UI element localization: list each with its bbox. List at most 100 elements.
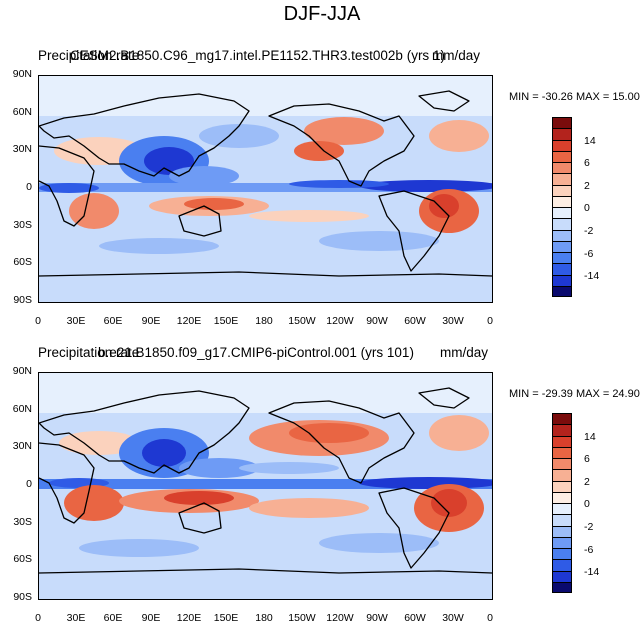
y-tick-label: 30N (12, 143, 32, 155)
colorbar-segment (552, 503, 572, 515)
x-tick-label: 30W (442, 612, 464, 624)
y-tick-label: 30N (12, 440, 32, 452)
colorbar-tick-label: 2 (584, 476, 590, 488)
colorbar-segment (552, 446, 572, 458)
colorbar-tick-label: -6 (584, 248, 594, 260)
colorbar-segment (552, 469, 572, 481)
x-tick-label: 60W (404, 315, 426, 327)
colorbar-segment (552, 184, 572, 196)
map-panel-1: Precipitation rate CESM2.B1850.C96_mg17.… (0, 44, 644, 344)
colorbar (552, 117, 572, 297)
colorbar-segment (552, 525, 572, 537)
colorbar-segment (552, 195, 572, 207)
figure-title: DJF-JJA (283, 3, 361, 25)
colorbar-tick-label: 6 (584, 157, 590, 169)
colorbar-segment (552, 128, 572, 140)
x-tick-label: 30E (66, 315, 86, 327)
colorbar-segment (552, 491, 572, 503)
colorbar-tick-label: 2 (584, 180, 590, 192)
map-panel-2: Precipitation rate b.e21.B1850.f09_g17.C… (0, 340, 644, 640)
x-tick-label: 0 (35, 612, 41, 624)
colorbar-segment (552, 285, 572, 297)
x-tick-label: 90W (366, 315, 388, 327)
x-tick-label: 90W (366, 612, 388, 624)
colorbar-tick-label: -2 (584, 521, 594, 533)
colorbar-segment (552, 240, 572, 252)
y-tick-label: 0 (26, 478, 32, 490)
x-tick-label: 60E (103, 315, 123, 327)
x-tick-label: 150W (288, 612, 316, 624)
colorbar-segment (552, 424, 572, 436)
x-tick-label: 0 (35, 315, 41, 327)
x-tick-label: 30W (442, 315, 464, 327)
y-tick-label: 60S (13, 553, 32, 565)
case-label: CESM2.B1850.C96_mg17.intel.PE1152.THR3.t… (70, 48, 445, 63)
colorbar-tick-label: 0 (584, 498, 590, 510)
x-tick-label: 0 (487, 612, 493, 624)
minmax-label: MIN = -29.39 MAX = 24.90 (509, 388, 640, 400)
x-tick-label: 180 (255, 612, 273, 624)
x-tick-label: 120W (326, 612, 354, 624)
colorbar-tick-label: -14 (584, 270, 600, 282)
y-tick-label: 30S (13, 516, 32, 528)
colorbar (552, 413, 572, 593)
y-tick-label: 0 (26, 181, 32, 193)
x-tick-label: 180 (255, 315, 273, 327)
x-tick-label: 150E (213, 315, 239, 327)
colorbar-tick-label: 0 (584, 202, 590, 214)
y-tick-label: 60S (13, 256, 32, 268)
y-tick-label: 60N (12, 106, 32, 118)
x-tick-label: 90E (141, 612, 161, 624)
case-label: b.e21.B1850.f09_g17.CMIP6-piControl.001 … (98, 345, 414, 360)
colorbar-segment (552, 150, 572, 162)
x-tick-label: 120E (176, 315, 202, 327)
colorbar-tick-label: 6 (584, 453, 590, 465)
y-tick-label: 90S (13, 591, 32, 603)
colorbar-segment (552, 536, 572, 548)
y-tick-label: 60N (12, 403, 32, 415)
colorbar-segment (552, 559, 572, 571)
colorbar-segment (552, 139, 572, 151)
colorbar-segment (552, 162, 572, 174)
colorbar-segment (552, 117, 572, 129)
colorbar-segment (552, 514, 572, 526)
x-tick-label: 150W (288, 315, 316, 327)
x-tick-label: 90E (141, 315, 161, 327)
colorbar-segment (552, 413, 572, 425)
x-tick-label: 60W (404, 612, 426, 624)
colorbar-tick-label: -6 (584, 544, 594, 556)
units-label: mm/day (440, 345, 489, 360)
colorbar-segment (552, 263, 572, 275)
y-tick-label: 30S (13, 219, 32, 231)
x-tick-label: 150E (213, 612, 239, 624)
colorbar-segment (552, 229, 572, 241)
colorbar-tick-label: 14 (584, 431, 596, 443)
precipitation-map (38, 372, 493, 600)
units-label: mm/day (432, 48, 481, 63)
y-tick-label: 90S (13, 294, 32, 306)
y-tick-label: 90N (12, 365, 32, 377)
x-tick-label: 30E (66, 612, 86, 624)
colorbar-tick-label: -2 (584, 225, 594, 237)
colorbar-segment (552, 570, 572, 582)
colorbar-segment (552, 218, 572, 230)
colorbar-segment (552, 548, 572, 560)
colorbar-tick-label: 14 (584, 135, 596, 147)
x-tick-label: 60E (103, 612, 123, 624)
colorbar-segment (552, 274, 572, 286)
colorbar-segment (552, 207, 572, 219)
x-tick-label: 120W (326, 315, 354, 327)
colorbar-segment (552, 252, 572, 264)
precipitation-map (38, 75, 493, 303)
colorbar-tick-label: -14 (584, 566, 600, 578)
x-tick-label: 120E (176, 612, 202, 624)
y-tick-label: 90N (12, 68, 32, 80)
variable-label: Precipitation rate (38, 345, 140, 360)
minmax-label: MIN = -30.26 MAX = 15.00 (509, 91, 640, 103)
x-tick-label: 0 (487, 315, 493, 327)
colorbar-segment (552, 458, 572, 470)
colorbar-segment (552, 435, 572, 447)
variable-label: Precipitation rate (38, 48, 140, 63)
colorbar-segment (552, 173, 572, 185)
colorbar-segment (552, 480, 572, 492)
